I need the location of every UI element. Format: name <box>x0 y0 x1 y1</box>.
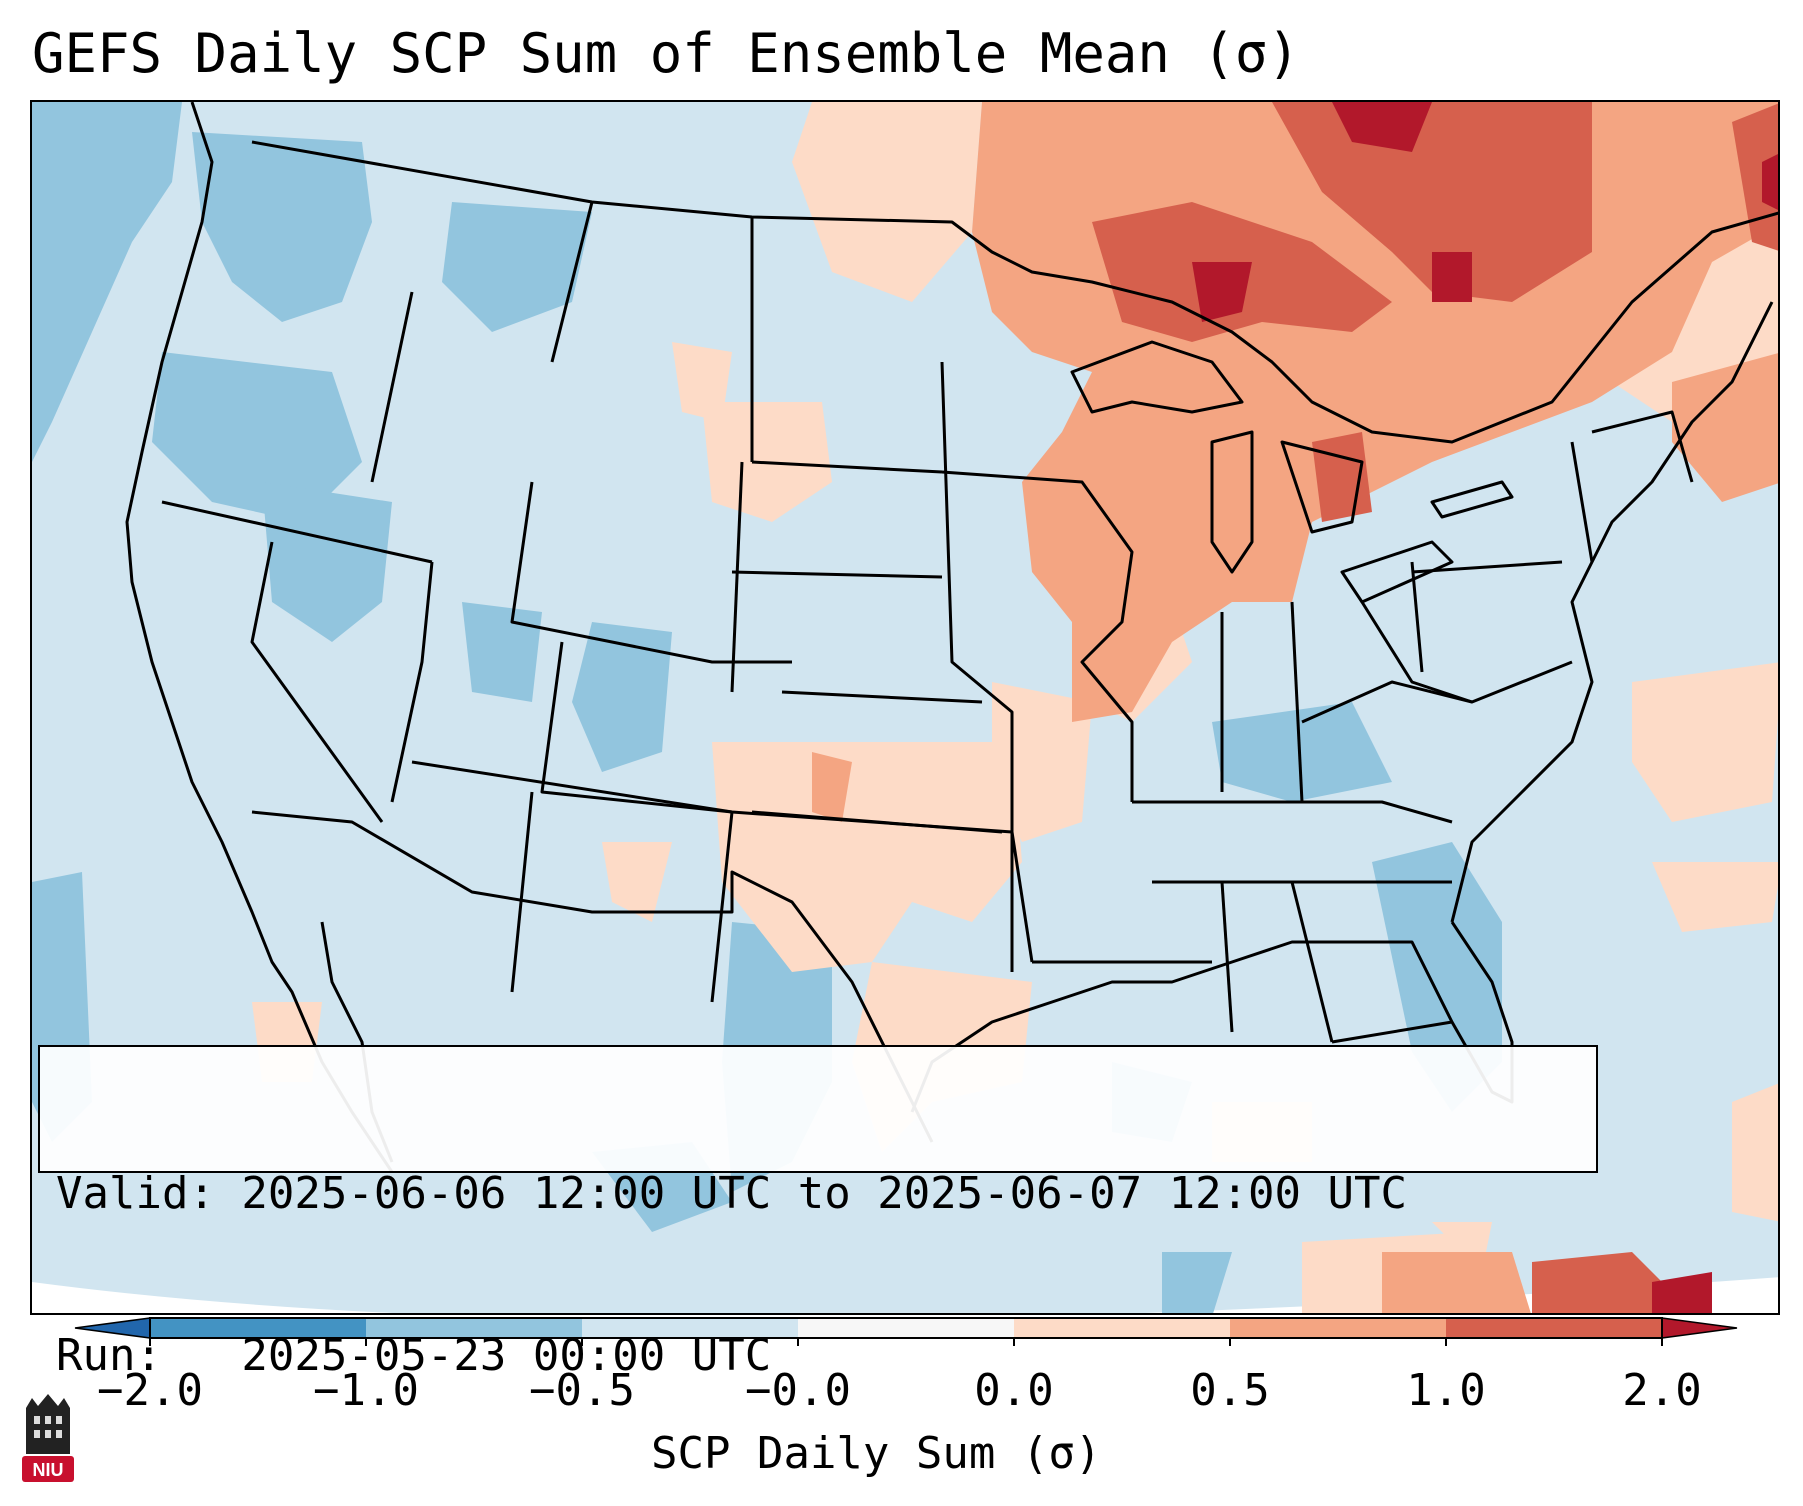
lake-erie <box>1340 540 1454 604</box>
colorbar-tick-label: −0.5 <box>529 1365 635 1416</box>
colorbar-tick-label: −1.0 <box>313 1365 419 1416</box>
lake-huron <box>1280 440 1364 534</box>
colorbar <box>74 1317 1738 1346</box>
colorbar-tick-label: 2.0 <box>1622 1365 1702 1416</box>
colorbar-tick-label: −2.0 <box>97 1365 203 1416</box>
extreme-positive-areas <box>1192 102 1778 1313</box>
pacific-coastline <box>125 102 394 1173</box>
valid-time-text: Valid: 2025-06-06 12:00 UTC to 2025-06-0… <box>56 1168 1408 1219</box>
mexico-border <box>251 810 934 1143</box>
lake-michigan <box>1210 430 1254 574</box>
colorbar-bin-0-05 <box>1014 1318 1230 1338</box>
canada-border <box>251 140 1778 444</box>
lake-superior <box>1070 340 1244 414</box>
colorbar-bin-neg1-neg05 <box>366 1318 582 1338</box>
colorbar-tick-label: −0.0 <box>745 1365 851 1416</box>
atlantic-coastline <box>1450 301 1774 923</box>
colorbar-tick-label: 1.0 <box>1406 1365 1486 1416</box>
colorbar-extend-low <box>74 1317 151 1339</box>
colorbar-extend-high <box>1661 1317 1738 1339</box>
map-outlines <box>125 102 1778 1173</box>
lake-ontario <box>1430 480 1514 519</box>
niu-logo: NIU <box>22 1394 74 1482</box>
map-title: GEFS Daily SCP Sum of Ensemble Mean (σ) <box>32 22 1300 85</box>
colorbar-bin-neg05-0 <box>582 1318 798 1338</box>
colorbar-ticks <box>149 1338 1663 1346</box>
colorbar-bin-05-1 <box>1230 1318 1446 1338</box>
valid-run-info-box: Valid: 2025-06-06 12:00 UTC to 2025-06-0… <box>38 1045 1598 1381</box>
niu-logo-text: NIU <box>33 1460 64 1480</box>
niu-logo-badge <box>22 1456 74 1482</box>
colorbar-tick-label: 0.0 <box>974 1365 1054 1416</box>
colorbar-tick-label: 0.5 <box>1190 1365 1270 1416</box>
colorbar-label: SCP Daily Sum (σ) <box>651 1428 1102 1479</box>
colorbar-bin-1-2 <box>1446 1318 1662 1338</box>
colorbar-bin-zero <box>798 1318 1014 1338</box>
colorbar-bin-neg2-neg1 <box>150 1318 366 1338</box>
